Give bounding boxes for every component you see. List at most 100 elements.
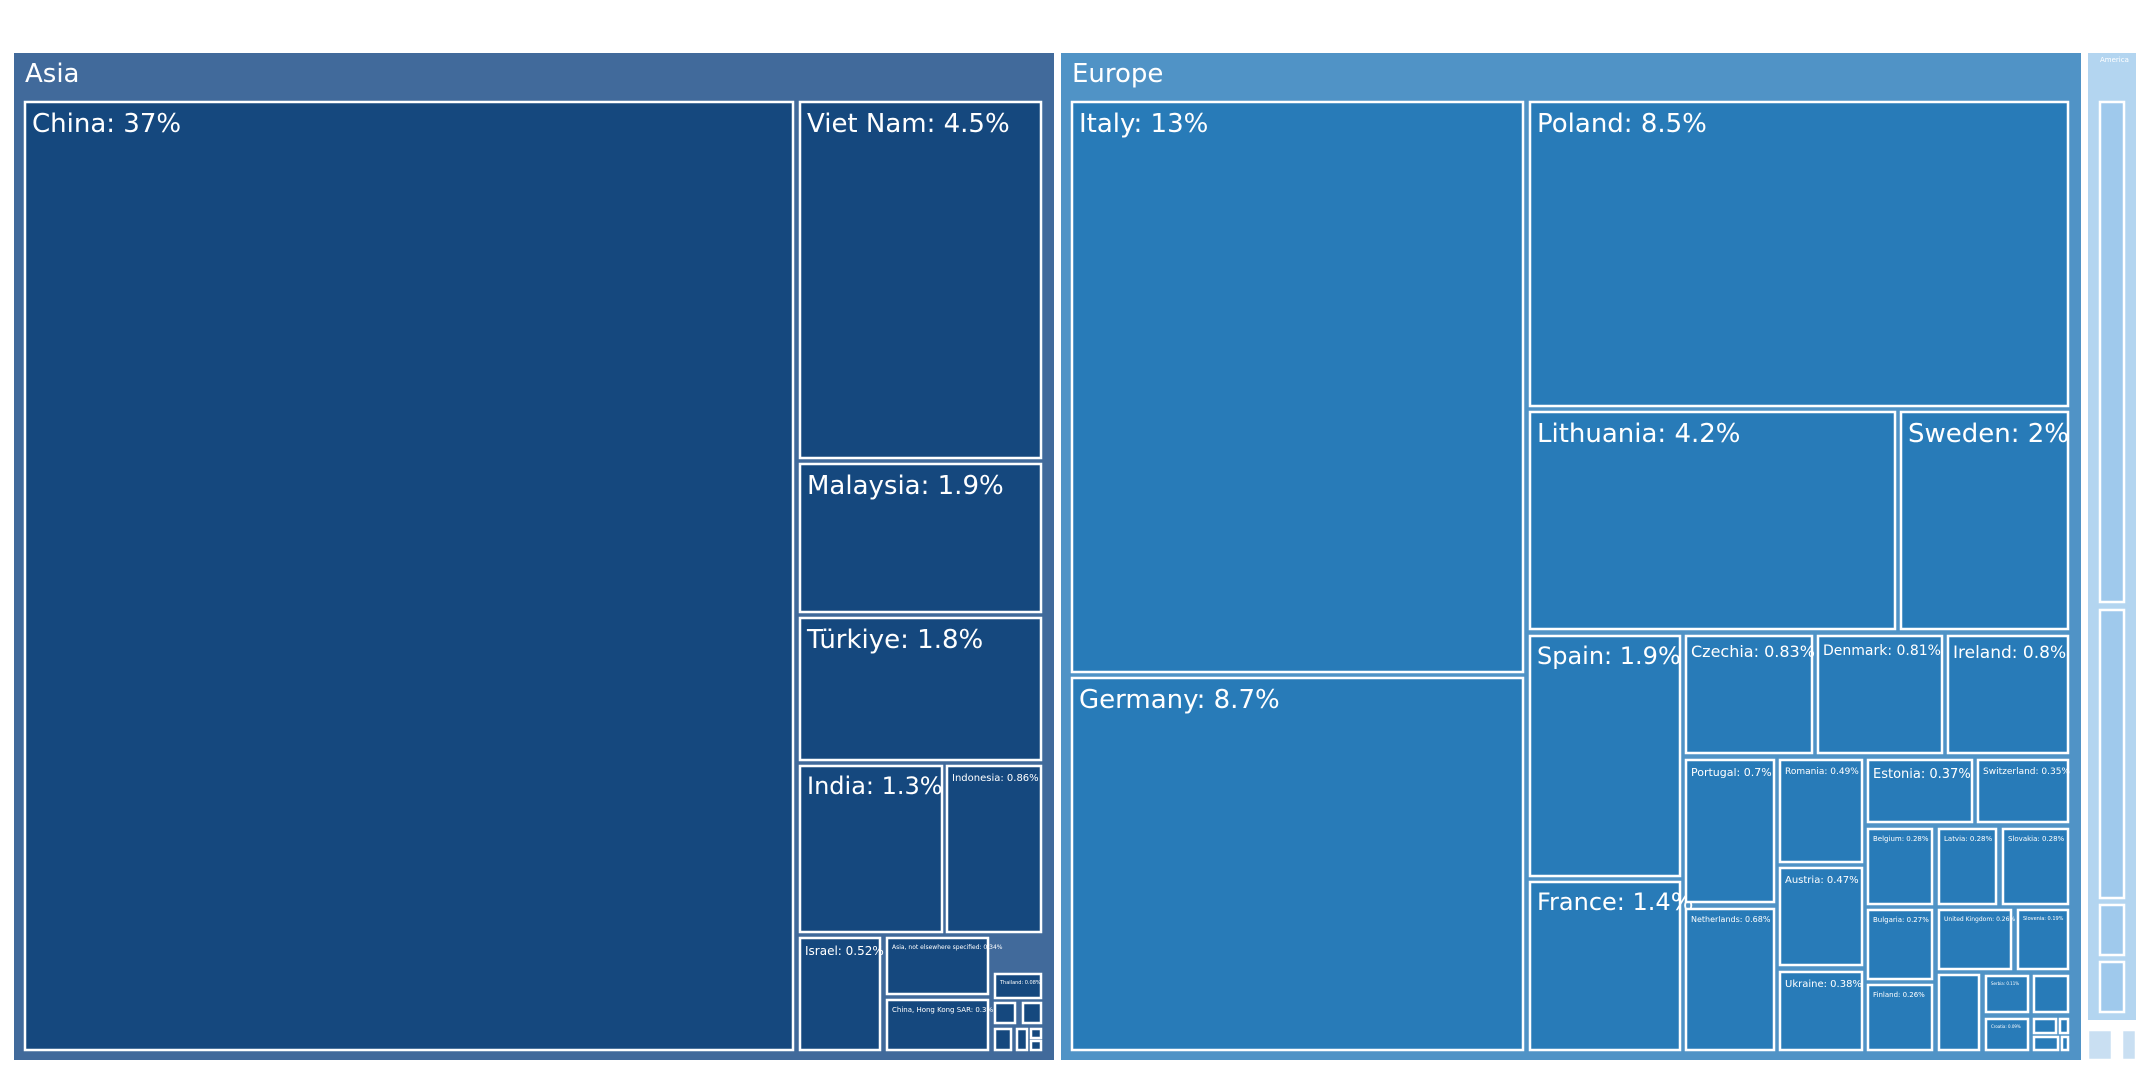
tile-serbia: Serbia: 0.11% [1984,974,2030,1014]
tile-italy-label: Italy: 13% [1079,109,1208,139]
tile-denmark: Denmark: 0.81% [1816,634,1944,755]
group-europe-header: Europe [1072,59,1163,89]
tile-poland-rect [1528,100,2070,408]
tile-slovenia-rect [2016,908,2070,971]
tile-italy: Italy: 13% [1070,100,1525,674]
tile-latvia-label: Latvia: 0.28% [1944,835,1992,843]
tile-romania: Romania: 0.49% [1778,758,1864,864]
tile-serbia-rect [1984,974,2030,1014]
group-asia-minor-tile [1015,1027,1029,1052]
tile-bulgaria: Bulgaria: 0.27% [1866,908,1934,981]
tile-slovakia-rect [2001,827,2070,906]
tile-germany-label: Germany: 8.7% [1079,685,1280,715]
tile-latvia-rect [1937,827,1998,906]
tile-estonia-rect [1866,758,1974,824]
tile-denmark-rect [1816,634,1944,755]
tile-india-label: India: 1.3% [807,772,943,800]
tile-china-hong-kong-sar: China, Hong Kong SAR: 0.3% [885,998,993,1052]
group-america-minor-tile [2098,903,2126,957]
tile-finland-rect [1866,983,1934,1052]
tile-austria-label: Austria: 0.47% [1785,875,1859,886]
tile-spain-rect [1528,634,1682,878]
group-europe-minor-tile [2032,1035,2060,1052]
tile-netherlands-label: Netherlands: 0.68% [1691,915,1771,924]
tile-portugal: Portugal: 0.7% [1684,758,1776,904]
tile-france-rect [1528,880,1682,1052]
tile-lithuania: Lithuania: 4.2% [1528,410,1897,631]
tile-ukraine-label: Ukraine: 0.38% [1785,979,1862,990]
group-asia: Asia China: 37% Viet Nam: 4.5% Malaysia: 1.… [14,53,1054,1060]
tile-france: France: 1.4% [1528,880,1694,1052]
tile-denmark-label: Denmark: 0.81% [1823,643,1941,659]
tile-italy-rect [1070,100,1525,674]
tile-romania-label: Romania: 0.49% [1785,767,1859,777]
tile-slovenia-label: Slovenia: 0.19% [2023,916,2064,922]
group-europe-minor-tile [2032,974,2070,1014]
tile-slovakia-label: Slovakia: 0.28% [2008,835,2065,843]
tile-croatia-label: Croatia: 0.09% [1991,1024,2021,1029]
tile-latvia: Latvia: 0.28% [1937,827,1998,906]
tile-spain: Spain: 1.9% [1528,634,1682,878]
tile-belgium: Belgium: 0.28% [1866,827,1934,906]
tile-lithuania-rect [1528,410,1897,631]
group-asia-minor-tile [993,1027,1013,1052]
tile-ireland-label: Ireland: 0.8% [1953,643,2066,663]
tile-israel-rect [798,936,882,1052]
tile-austria-rect [1778,866,1864,967]
tile-finland: Finland: 0.26% [1866,983,1934,1052]
tile-india: India: 1.3% [798,764,944,934]
tile-ireland: Ireland: 0.8% [1946,634,2070,755]
tile-thailand-label: Thailand: 0.08% [999,980,1041,986]
tile-thailand: Thailand: 0.08% [993,972,1043,1000]
tile-portugal-rect [1684,758,1776,904]
tile-germany-rect [1070,676,1525,1052]
tile-india-rect [798,764,944,934]
tile-finland-label: Finland: 0.26% [1873,991,1925,999]
group-europe: Europe Italy: 13% Germany: 8.7% Poland: 8.5… [1061,53,2081,1060]
tile-china-rect [23,100,795,1052]
tile-t-rkiye: Türkiye: 1.8% [798,616,1043,762]
tile-austria: Austria: 0.47% [1778,866,1864,967]
tile-t-rkiye-rect [798,616,1043,762]
tile-slovakia: Slovakia: 0.28% [2001,827,2070,906]
tile-switzerland: Switzerland: 0.35% [1976,758,2070,824]
group-europe-minor-tile [2060,1035,2070,1052]
tile-united-kingdom-rect [1937,908,2013,971]
tile-china: China: 37% [23,100,795,1052]
tile-slovenia: Slovenia: 0.19% [2016,908,2070,971]
tile-china-hong-kong-sar-rect [885,998,990,1052]
tile-viet-nam-label: Viet Nam: 4.5% [807,109,1010,139]
tile-czechia-rect [1684,634,1814,755]
group-europe-minor-tile [2032,1017,2058,1035]
tile-malaysia-label: Malaysia: 1.9% [807,471,1004,501]
group-america-minor-tile [2120,1028,2138,1062]
tile-thailand-rect [993,972,1043,1000]
tile-sweden: Sweden: 2% [1899,410,2070,631]
tile-china-hong-kong-sar-label: China, Hong Kong SAR: 0.3% [892,1006,993,1014]
tile-indonesia-rect [945,764,1043,934]
group-europe-minor-tile [2058,1017,2070,1035]
tile-asia-not-elsewhere-specified: Asia, not elsewhere specified: 0.34% [885,936,1003,996]
tile-netherlands: Netherlands: 0.68% [1684,907,1776,1052]
tile-bulgaria-rect [1866,908,1934,981]
tile-czechia-label: Czechia: 0.83% [1691,642,1815,661]
tile-israel-label: Israel: 0.52% [805,944,884,958]
tile-czechia: Czechia: 0.83% [1684,634,1815,755]
tile-ukraine: Ukraine: 0.38% [1778,970,1864,1052]
tile-romania-rect [1778,758,1864,864]
group-asia-minor-tile [1029,1039,1043,1052]
tile-poland: Poland: 8.5% [1528,100,2070,408]
tile-belgium-label: Belgium: 0.28% [1873,835,1929,843]
tile-sweden-rect [1899,410,2070,631]
tile-asia-not-elsewhere-specified-label: Asia, not elsewhere specified: 0.34% [892,944,1003,951]
tile-united-kingdom: United Kingdom: 0.26% [1937,908,2015,971]
tile-ireland-rect [1946,634,2070,755]
tile-switzerland-rect [1976,758,2070,824]
tile-sweden-label: Sweden: 2% [1908,419,2069,449]
tile-viet-nam: Viet Nam: 4.5% [798,100,1043,460]
group-asia-minor-tile [1029,1027,1043,1040]
group-asia-minor-tile [1021,1001,1043,1025]
group-america-minor-tile [2098,960,2126,1014]
tile-malaysia-rect [798,462,1043,614]
